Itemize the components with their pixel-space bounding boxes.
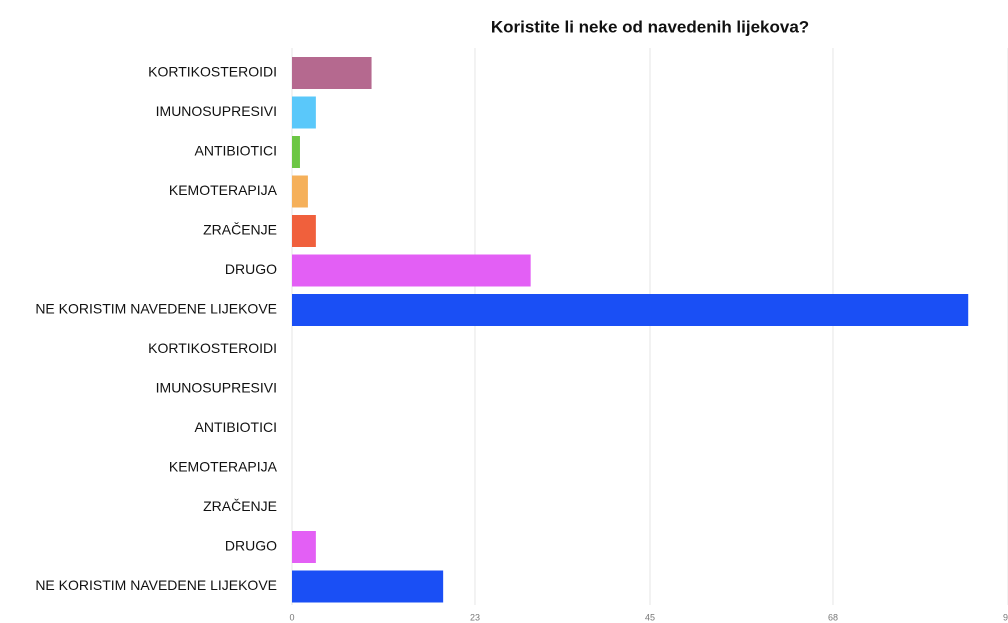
bar xyxy=(292,57,372,89)
y-tick-label: KEMOTERAPIJA xyxy=(169,459,278,475)
x-tick-label: 0 xyxy=(289,612,294,622)
bar xyxy=(292,175,308,208)
bar xyxy=(292,254,531,287)
bar xyxy=(292,96,316,129)
y-tick-label: NE KORISTIM NAVEDENE LIJEKOVE xyxy=(35,577,277,593)
y-tick-label: DRUGO xyxy=(225,261,277,277)
y-tick-label: ZRAČENJE xyxy=(203,222,277,238)
x-tick-label: 90 xyxy=(1003,612,1008,622)
y-tick-label: KORTIKOSTEROIDI xyxy=(148,340,277,356)
x-tick-label: 68 xyxy=(828,612,838,622)
bar xyxy=(292,294,969,326)
x-tick-label: 45 xyxy=(645,612,655,622)
y-tick-label: KEMOTERAPIJA xyxy=(169,182,278,198)
y-tick-label: NE KORISTIM NAVEDENE LIJEKOVE xyxy=(35,301,277,317)
y-tick-label: ZRAČENJE xyxy=(203,498,277,514)
bar xyxy=(292,531,316,563)
chart-title: Koristite li neke od navedenih lijekova? xyxy=(491,17,809,36)
y-tick-label: IMUNOSUPRESIVI xyxy=(156,103,277,119)
y-tick-label: ANTIBIOTICI xyxy=(195,419,277,435)
y-tick-label: IMUNOSUPRESIVI xyxy=(156,380,277,396)
y-tick-label: KORTIKOSTEROIDI xyxy=(148,64,277,80)
y-tick-label: ANTIBIOTICI xyxy=(195,143,277,159)
bar xyxy=(292,215,316,247)
bar xyxy=(292,136,300,168)
bar xyxy=(292,570,444,603)
x-tick-label: 23 xyxy=(470,612,480,622)
y-tick-label: DRUGO xyxy=(225,538,277,554)
